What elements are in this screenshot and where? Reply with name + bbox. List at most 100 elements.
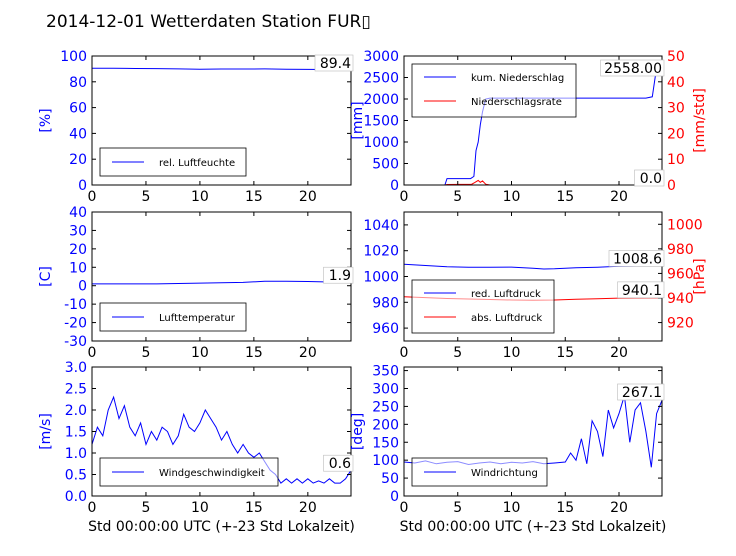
y-tick-label: 20 [69, 242, 87, 258]
x-tick-label: 15 [556, 189, 574, 205]
series-line-humidity-0 [92, 67, 352, 71]
x-tick-label: 10 [191, 345, 209, 361]
value-label-box [608, 250, 665, 267]
value-label-box [634, 169, 665, 187]
x-tick-label: 10 [191, 500, 209, 516]
figure-title: 2014-12-01 Wetterdaten Station FUR▯ [46, 12, 371, 32]
x-tick-label: 0 [400, 189, 409, 205]
x-tick-label: 10 [503, 500, 521, 516]
y-tick-label: 0 [78, 279, 87, 295]
x-tick-label: 0 [400, 500, 409, 516]
y-tick-label: 350 [372, 364, 399, 380]
legend-box [411, 63, 577, 118]
y-tick-label: 0 [390, 178, 399, 194]
y-right-tick-label: 20 [667, 126, 685, 142]
legend-box [411, 279, 555, 334]
value-label-box [323, 266, 354, 284]
current-value-label: 89.4 [320, 56, 351, 72]
y-tick-label: 0.0 [65, 489, 87, 505]
y-tick-label: 20 [69, 152, 87, 168]
x-tick-label: 5 [453, 189, 462, 205]
legend-entry: abs. Luftdruck [471, 313, 542, 324]
x-axis-label: Std 00:00:00 UTC (+-23 Std Lokalzeit) [400, 519, 667, 535]
y-axis-label: [mm] [350, 101, 366, 139]
current-value-label: 1008.6 [613, 251, 662, 267]
value-label-box [600, 59, 665, 77]
panel-humidity: 0 5 10 15 20 0 20 40 60 80 100 [%] 89.4 rel. Luftfeuc… [38, 49, 354, 205]
y-axis-label: [C] [38, 266, 54, 287]
y-tick-label: 50 [381, 471, 399, 487]
y-tick-label: 1020 [363, 244, 399, 260]
x-tick-label: 20 [610, 189, 628, 205]
y-axis-label: [m/s] [38, 413, 54, 450]
value-label-box [314, 54, 354, 72]
x-tick-label: 15 [556, 345, 574, 361]
x-tick-label: 20 [610, 500, 628, 516]
y-tick-label: 1500 [363, 114, 399, 130]
x-tick-label: 15 [245, 189, 263, 205]
y-tick-label: 3.0 [65, 360, 87, 376]
value-label-box [617, 383, 665, 401]
legend: rel. Luftfeuchte [99, 147, 247, 177]
legend: red. Luftdruck abs. Luftdruck [411, 279, 555, 334]
panel-temperature: 0 5 10 15 20 -30 -20 -10 0 10 20 30 40 [C] 1.9 Lufttemp… [38, 205, 354, 361]
y-tick-label: 100 [60, 49, 87, 65]
y-right-tick-label: 920 [667, 316, 694, 332]
current-value-label: 267.1 [622, 385, 662, 401]
y-tick-label: 1040 [363, 218, 399, 234]
legend: kum. Niederschlag Niederschlagsrate [411, 63, 577, 118]
y-tick-label: 1.0 [65, 446, 87, 462]
y-right-tick-label: 1000 [667, 217, 703, 233]
x-tick-label: 5 [141, 500, 150, 516]
x-tick-label: 20 [299, 189, 317, 205]
y-tick-label: 2500 [363, 71, 399, 87]
y-tick-label: 150 [372, 435, 399, 451]
y-right-tick-label: 940 [667, 291, 694, 307]
y-tick-label: 80 [69, 75, 87, 91]
y-right-tick-label: 10 [667, 152, 685, 168]
y-tick-label: 1.5 [65, 425, 87, 441]
y-right-tick-label: 40 [667, 75, 685, 91]
y-tick-label: 2.0 [65, 403, 87, 419]
axes-frame [91, 55, 352, 186]
series-line-temperature-0 [92, 280, 352, 285]
y-tick-label: 3000 [363, 49, 399, 65]
axes-frame [403, 366, 663, 497]
x-tick-label: 20 [299, 345, 317, 361]
panel-pressure: 0 5 10 15 20 960 980 1000 1020 1040 920 940 960 980 10… [363, 211, 708, 361]
x-tick-label: 5 [453, 345, 462, 361]
legend-entry: rel. Luftfeuchte [159, 158, 235, 169]
x-tick-label: 10 [503, 345, 521, 361]
y-right-tick-label: 50 [667, 49, 685, 65]
y-tick-label: 0 [78, 178, 87, 194]
y-right-axis-label: [mm/std] [692, 88, 708, 153]
y-tick-label: 250 [372, 399, 399, 415]
y-right-tick-label: 980 [667, 242, 694, 258]
y-tick-label: 980 [372, 295, 399, 311]
y-tick-label: -10 [64, 297, 87, 313]
legend-entry: Lufttemperatur [159, 313, 236, 324]
x-tick-label: 5 [141, 345, 150, 361]
series-line-precipitation-1 [404, 179, 662, 186]
y-right-tick-label: 0 [667, 178, 676, 194]
x-tick-label: 0 [88, 189, 97, 205]
y-axis-label: [%] [38, 108, 54, 132]
y-tick-label: 100 [372, 453, 399, 469]
y-tick-label: 40 [69, 205, 87, 221]
legend: Lufttemperatur [99, 302, 247, 332]
x-tick-label: 15 [245, 345, 263, 361]
y-tick-label: 0.5 [65, 468, 87, 484]
y-right-tick-label: 30 [667, 101, 685, 117]
y-tick-label: 0 [390, 489, 399, 505]
y-tick-label: 1000 [363, 270, 399, 286]
x-tick-label: 0 [88, 500, 97, 516]
y-tick-label: 300 [372, 382, 399, 398]
x-tick-label: 20 [299, 500, 317, 516]
x-tick-label: 5 [453, 500, 462, 516]
y-right-axis-label: [hPa] [692, 258, 708, 294]
y-tick-label: 960 [372, 321, 399, 337]
y-tick-label: 1000 [363, 135, 399, 151]
value-label-box [323, 454, 354, 472]
